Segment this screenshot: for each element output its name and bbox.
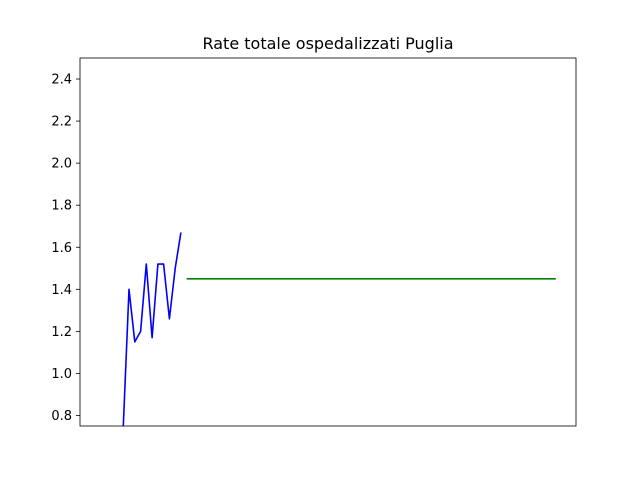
y-tick-label: 1.4 <box>51 283 72 298</box>
y-tick-label: 1.2 <box>51 325 72 340</box>
plot-area: 0.8 1.0 1.2 1.4 1.6 1.8 2.0 2.2 2.4 <box>51 57 577 427</box>
series-line-1 <box>122 232 182 426</box>
y-tick-label: 2.0 <box>51 157 72 172</box>
axes-frame <box>79 57 577 427</box>
y-tick-label: 1.6 <box>51 241 72 256</box>
y-tick-label: 0.8 <box>51 409 72 424</box>
y-tick-label: 2.2 <box>51 115 72 130</box>
y-tick-label: 1.8 <box>51 199 72 214</box>
chart-title: Rate totale ospedalizzati Puglia <box>202 34 453 53</box>
y-tick-label: 2.4 <box>51 73 72 88</box>
y-tick-label: 1.0 <box>51 367 72 382</box>
